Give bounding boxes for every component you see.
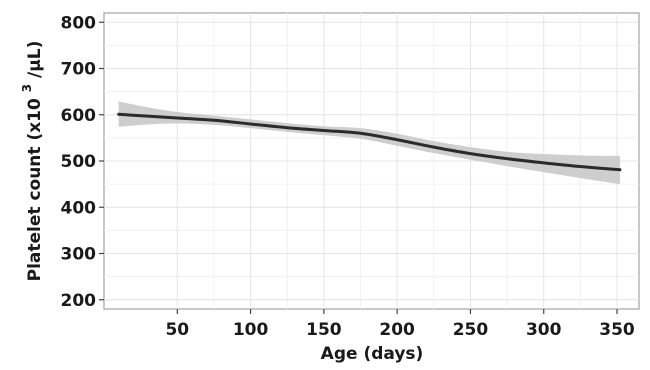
y-axis-title: Platelet count (x10 3 /µL): [16, 41, 45, 282]
x-tick-label: 200: [379, 320, 415, 340]
y-tick-label: 800: [61, 13, 97, 33]
x-tick-label: 100: [233, 320, 269, 340]
x-tick-label: 50: [165, 320, 189, 340]
x-axis-title: Age (days): [321, 344, 424, 364]
x-tick-label: 250: [453, 320, 489, 340]
y-axis-title-main: Platelet count (x10: [25, 98, 45, 281]
x-tick-label: 300: [526, 320, 562, 340]
x-tick-label: 350: [599, 320, 635, 340]
y-axis-title-superscript: 3: [20, 84, 34, 92]
y-tick-label: 500: [61, 152, 97, 172]
y-tick-label: 700: [61, 60, 97, 80]
y-axis-title-tail: /µL): [25, 41, 45, 78]
x-tick-label: 150: [306, 320, 342, 340]
y-tick-label: 600: [61, 106, 97, 126]
y-tick-label: 300: [61, 245, 97, 265]
axis-ticks: [99, 21, 618, 314]
x-tick-labels: 50 100 150 200 250 300 350: [165, 320, 634, 340]
y-tick-label: 200: [61, 291, 97, 311]
trend-line: [117, 112, 622, 172]
y-tick-labels: 200 300 400 500 600 700 800: [61, 13, 97, 311]
y-tick-label: 400: [61, 198, 97, 218]
